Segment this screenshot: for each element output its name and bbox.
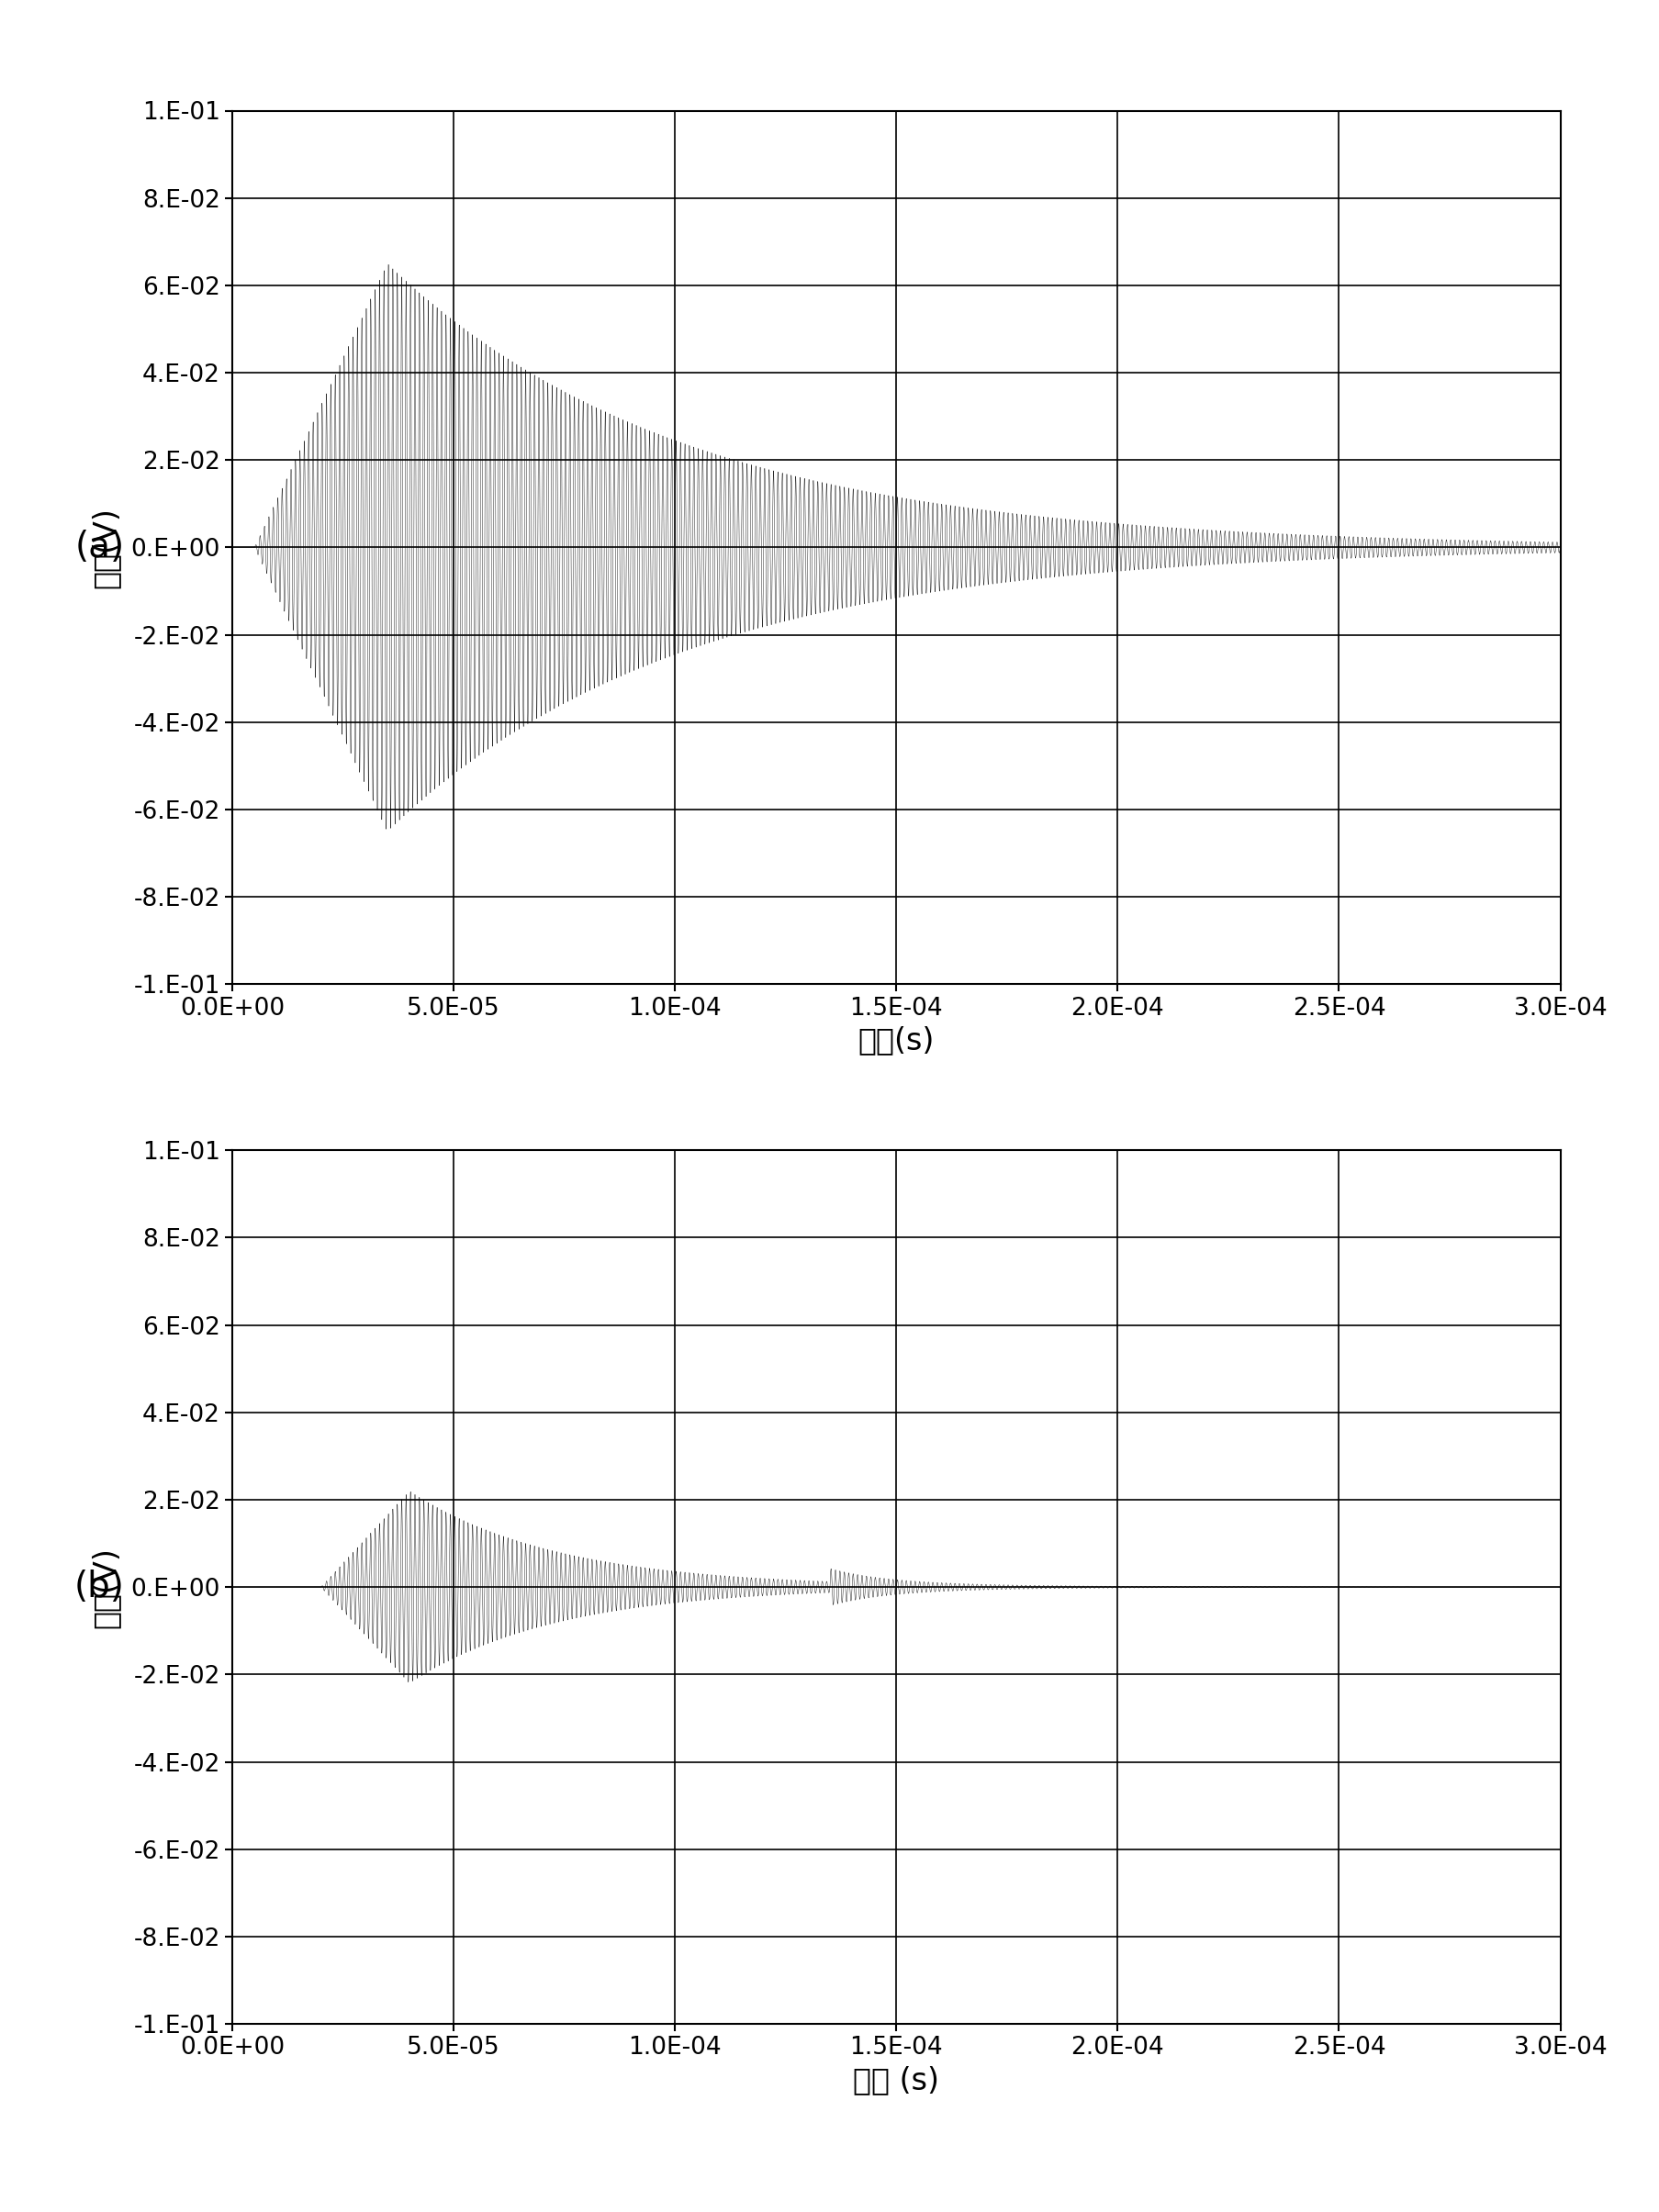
Y-axis label: 振幅(V): 振幅(V) xyxy=(90,1546,121,1628)
Text: (a): (a) xyxy=(75,531,124,564)
Text: (b): (b) xyxy=(75,1571,124,1604)
Y-axis label: 振幅(V): 振幅(V) xyxy=(90,507,121,588)
X-axis label: 时间 (s): 时间 (s) xyxy=(853,2066,939,2095)
X-axis label: 时间(s): 时间(s) xyxy=(858,1026,934,1055)
